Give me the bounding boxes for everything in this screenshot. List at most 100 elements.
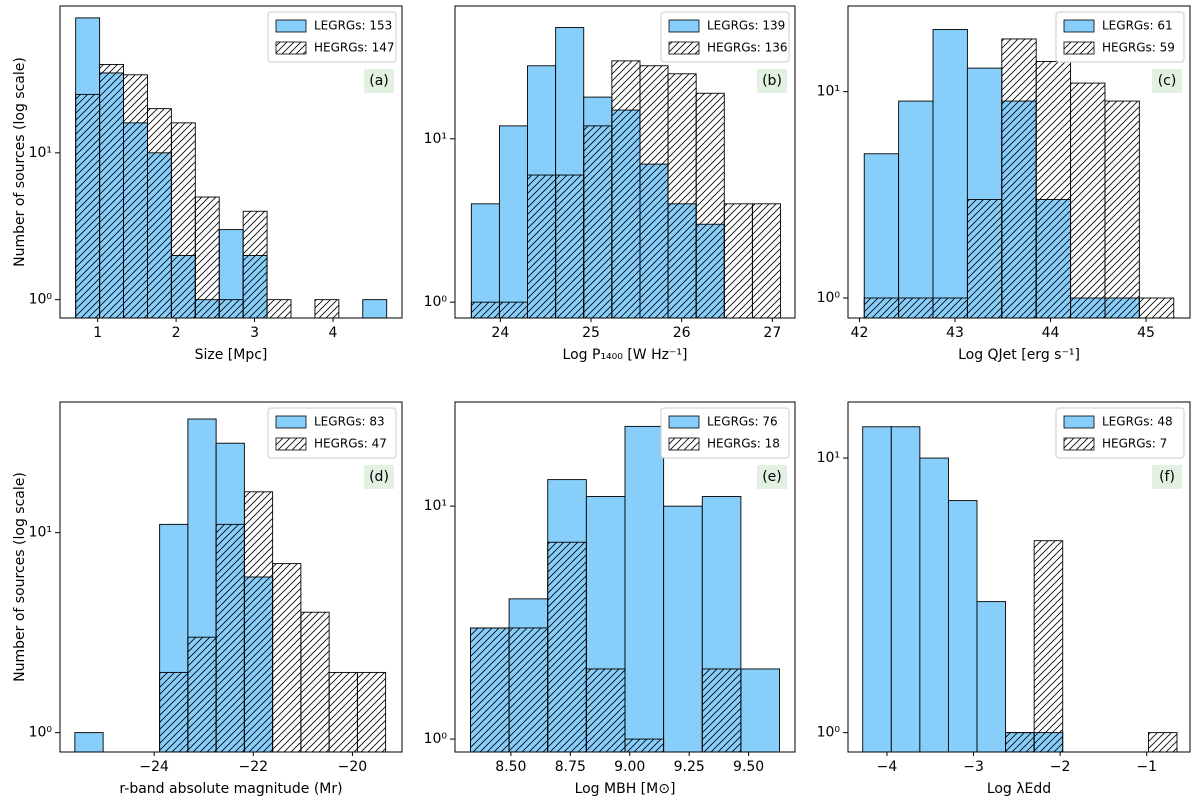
bar xyxy=(272,563,302,753)
panel: 1 2 3 4 10⁰ 10¹ Size [Mpc] Number of sources (l… xyxy=(12,5,403,363)
y-tick-label: 10⁰ xyxy=(424,731,448,747)
bar xyxy=(547,541,587,753)
bar xyxy=(147,108,172,319)
y-tick-label: 10¹ xyxy=(817,84,840,100)
legend-swatch xyxy=(1063,19,1095,33)
bar xyxy=(215,523,245,753)
bar xyxy=(266,299,292,319)
bar xyxy=(1033,540,1064,753)
bar xyxy=(932,29,968,319)
bar xyxy=(862,426,892,753)
x-tick-label: 27 xyxy=(763,325,781,341)
x-tick-label: −2 xyxy=(1050,759,1071,775)
bar xyxy=(583,125,613,319)
bar xyxy=(314,299,340,319)
panel-label: (a) xyxy=(369,73,389,89)
legend-swatch xyxy=(1063,437,1095,451)
x-tick-label: 9.50 xyxy=(733,759,764,775)
y-tick-label: 10⁰ xyxy=(817,725,841,741)
panel: 8.50 8.75 9.00 9.25 9.50 10⁰ 10¹ Log MBH [M⊙] LE… xyxy=(424,401,796,797)
bar xyxy=(362,299,388,319)
bar xyxy=(663,505,703,753)
y-tick-label: 10¹ xyxy=(424,498,447,514)
legend-label: HEGRGs: 7 xyxy=(1102,437,1167,451)
bar xyxy=(1035,61,1072,319)
x-tick-label: 44 xyxy=(1042,325,1060,341)
bar xyxy=(1138,297,1175,319)
y-tick-label: 10⁰ xyxy=(817,290,841,306)
x-tick-label: −22 xyxy=(239,759,269,775)
annotation-box xyxy=(1152,465,1182,489)
bar xyxy=(328,671,358,753)
x-axis-label: r-band absolute magnitude (Mr) xyxy=(119,781,342,797)
panel-label: (e) xyxy=(762,469,782,485)
y-tick-label: 10¹ xyxy=(424,131,447,147)
axes-frame xyxy=(847,401,1191,753)
x-tick-label: 43 xyxy=(946,325,964,341)
legend-label: LEGRGs: 76 xyxy=(707,415,778,429)
axes-frame xyxy=(454,5,796,319)
x-tick-label: 42 xyxy=(851,325,869,341)
bar xyxy=(751,203,781,319)
legend-swatch xyxy=(275,41,307,55)
bar xyxy=(527,174,557,319)
bar xyxy=(498,301,528,319)
x-tick-label: −20 xyxy=(338,759,368,775)
y-tick-label: 10⁰ xyxy=(424,294,448,310)
panel-label: (f) xyxy=(1159,469,1175,485)
annotation-box xyxy=(364,465,394,489)
bar xyxy=(194,196,220,319)
axes-frame xyxy=(454,401,796,753)
bar xyxy=(1001,38,1037,319)
bar xyxy=(99,63,124,319)
bar xyxy=(1070,82,1106,319)
legend-swatch xyxy=(668,19,700,33)
bar xyxy=(470,301,500,319)
y-axis-label: Number of sources (log scale) xyxy=(12,472,28,682)
legend-label: LEGRGs: 83 xyxy=(314,415,385,429)
annotation-box xyxy=(757,465,787,489)
x-tick-label: 8.75 xyxy=(555,759,586,775)
bar xyxy=(947,500,978,753)
bar xyxy=(898,100,934,319)
panel-label: (b) xyxy=(762,73,782,89)
y-tick-label: 10⁰ xyxy=(29,292,53,308)
bar xyxy=(74,732,104,753)
x-tick-label: −24 xyxy=(139,759,169,775)
bar xyxy=(498,125,528,319)
bar xyxy=(123,74,148,319)
annotation-box xyxy=(364,69,394,93)
y-tick-label: 10¹ xyxy=(29,525,52,541)
x-tick-label: 2 xyxy=(172,325,181,341)
x-tick-label: −3 xyxy=(963,759,984,775)
y-tick-label: 10¹ xyxy=(29,145,52,161)
x-axis-label: Log QJet [erg s⁻¹] xyxy=(958,347,1080,363)
bar xyxy=(508,627,549,753)
legend-swatch xyxy=(668,41,700,55)
bar xyxy=(966,199,1003,319)
bar xyxy=(898,297,934,319)
legend-label: HEGRGs: 47 xyxy=(314,437,387,451)
bar xyxy=(863,297,900,319)
bar xyxy=(932,297,968,319)
bar xyxy=(695,92,725,319)
legend-swatch xyxy=(1063,415,1095,429)
bar xyxy=(300,611,330,753)
legend-label: HEGRGs: 136 xyxy=(707,41,788,55)
axes-frame xyxy=(59,401,403,753)
legend-label: LEGRGs: 153 xyxy=(314,19,392,33)
axes-frame xyxy=(847,5,1191,319)
legend-swatch xyxy=(275,19,307,33)
bar xyxy=(356,671,387,753)
bar xyxy=(555,174,585,319)
legend-label: LEGRGs: 61 xyxy=(1102,19,1173,33)
panel: −24 −22 −20 10⁰ 10¹ r-band absolute magnitude… xyxy=(12,401,403,797)
panel-label: (c) xyxy=(1158,73,1177,89)
x-tick-label: 26 xyxy=(673,325,691,341)
bar xyxy=(159,671,189,753)
bar xyxy=(585,668,626,753)
bar xyxy=(624,425,665,753)
bar xyxy=(976,601,1007,753)
panel-label: (d) xyxy=(369,469,389,485)
x-tick-label: 45 xyxy=(1137,325,1155,341)
